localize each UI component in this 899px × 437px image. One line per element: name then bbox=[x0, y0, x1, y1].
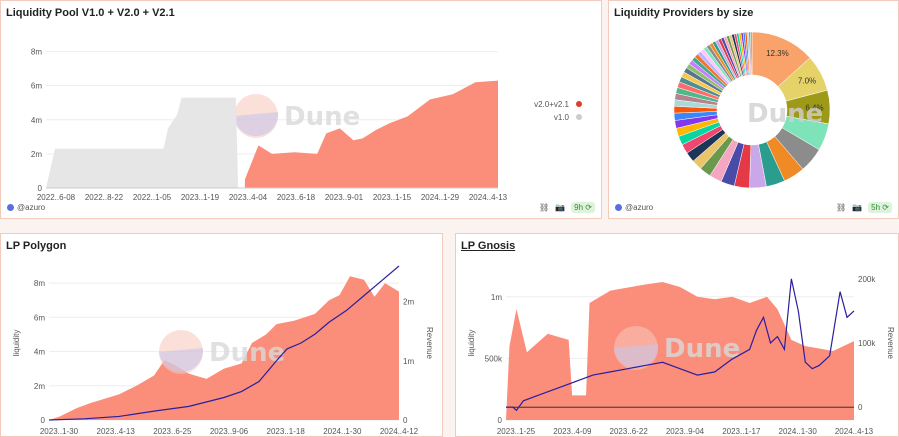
y-tick-label: 4m bbox=[34, 348, 45, 357]
legend-label-v1: v1.0 bbox=[554, 113, 570, 122]
series-v2-area bbox=[244, 80, 498, 188]
x-tick-label: 2022..1-05 bbox=[133, 193, 172, 202]
footer-author[interactable]: @azuro bbox=[615, 203, 653, 212]
panel-liquidity-providers: Liquidity Providers by size 12.3% 7.0% 6.4… bbox=[608, 0, 899, 219]
y2-tick-label: 200k bbox=[858, 275, 876, 284]
chart-lp-polygon: 0 2m 4m 6m 8m 0 1m 2m Dune 2023..1-30 2023..4-13 20… bbox=[12, 265, 434, 436]
y-tick-label: 0 bbox=[38, 184, 43, 193]
y-tick-label: 8m bbox=[34, 279, 45, 288]
chart-title: Liquidity Pool V1.0 + V2.0 + V2.1 bbox=[6, 7, 175, 19]
panel-lp-polygon: LP Polygon 0 2m 4m 6m 8m 0 1m 2m Dune 2023..1-30 2… bbox=[0, 233, 443, 437]
link-icon[interactable]: ⛓ bbox=[836, 203, 847, 212]
watermark-logo-half bbox=[159, 348, 204, 373]
liquidity-area bbox=[506, 282, 854, 420]
x-tick-label: 2023..1-15 bbox=[373, 193, 412, 202]
y2-tick-label: 0 bbox=[403, 416, 408, 425]
x-tick-label: 2023..4-13 bbox=[97, 427, 136, 436]
link-icon[interactable]: ⛓ bbox=[539, 203, 550, 212]
x-tick-label: 2023..6-25 bbox=[153, 427, 192, 436]
liquidity-area bbox=[49, 276, 399, 420]
watermark-text: Dune bbox=[209, 338, 285, 368]
y-tick-label: 1m bbox=[491, 293, 502, 302]
camera-icon[interactable]: 📷 bbox=[852, 203, 863, 212]
x-tick-label: 2023..1-17 bbox=[722, 427, 761, 436]
panel-lp-gnosis: LP Gnosis 0 500k 1m 0 100k 200k Dune 2023..1-25… bbox=[455, 233, 899, 437]
revenue-line bbox=[506, 278, 855, 412]
x-tick-label: 2023..6-18 bbox=[277, 193, 316, 202]
pie-slice bbox=[750, 31, 753, 76]
y2-tick-label: 2m bbox=[403, 298, 414, 307]
y2-tick-label: 1m bbox=[403, 357, 414, 366]
y-axis-label: liquidity bbox=[467, 330, 476, 357]
chart-liquidity-pool: 0 2m 4m 6m 8m Dune 2022..6-08 2022..8-22 2022..1… bbox=[31, 48, 582, 202]
footer-author[interactable]: @azuro bbox=[7, 203, 45, 212]
x-tick-label: 2022..6-08 bbox=[37, 193, 76, 202]
y-tick-label: 6m bbox=[31, 82, 42, 91]
watermark-text: Dune bbox=[664, 334, 740, 364]
revenue-line bbox=[48, 265, 400, 421]
watermark-logo-half bbox=[614, 344, 659, 369]
chart-title: LP Gnosis bbox=[461, 240, 516, 252]
x-tick-label: 2023..1-19 bbox=[181, 193, 220, 202]
series-v1-area bbox=[46, 97, 239, 188]
x-tick-label: 2024..4-12 bbox=[380, 427, 419, 436]
y2-axis-label: Revenue bbox=[425, 327, 434, 360]
x-tick-label: 2023..9-06 bbox=[210, 427, 249, 436]
watermark-text: Dune bbox=[284, 102, 360, 132]
x-tick-label: 2024..1-30 bbox=[323, 427, 362, 436]
x-tick-label: 2023..1-18 bbox=[267, 427, 306, 436]
legend-marker-v2 bbox=[576, 101, 582, 107]
y-tick-label: 6m bbox=[34, 313, 45, 322]
x-tick-label: 2023..6-22 bbox=[610, 427, 649, 436]
chart-lp-gnosis: 0 500k 1m 0 100k 200k Dune 2023..1-25 2023..4-09… bbox=[467, 275, 895, 436]
camera-icon[interactable]: 📷 bbox=[555, 203, 566, 212]
y-tick-label: 0 bbox=[41, 416, 46, 425]
slice-label: 12.3% bbox=[766, 49, 789, 58]
y-tick-label: 0 bbox=[498, 416, 503, 425]
refresh-badge[interactable]: 9h ⟳ bbox=[571, 202, 595, 213]
slice-label: 6.4% bbox=[805, 104, 823, 113]
x-tick-label: 2023..9-04 bbox=[666, 427, 705, 436]
x-tick-label: 2022..8-22 bbox=[85, 193, 124, 202]
chart-title: LP Polygon bbox=[6, 240, 67, 252]
y2-axis-label: Revenue bbox=[886, 327, 895, 360]
y2-tick-label: 0 bbox=[858, 403, 863, 412]
refresh-badge[interactable]: 5h ⟳ bbox=[868, 202, 892, 213]
x-tick-label: 2023..4-04 bbox=[229, 193, 268, 202]
panel-liquidity-pool: Liquidity Pool V1.0 + V2.0 + V2.1 0 2m 4m 6… bbox=[0, 0, 602, 219]
x-tick-label: 2023..1-30 bbox=[40, 427, 79, 436]
user-avatar bbox=[7, 204, 14, 211]
y2-tick-label: 100k bbox=[858, 339, 876, 348]
watermark-text: Dune bbox=[747, 99, 823, 129]
y-tick-label: 8m bbox=[31, 48, 42, 57]
y-tick-label: 2m bbox=[31, 150, 42, 159]
x-tick-label: 2023..9-01 bbox=[325, 193, 364, 202]
toolbar: ⛓ 📷 9h ⟳ bbox=[539, 202, 595, 213]
toolbar: ⛓ 📷 5h ⟳ bbox=[836, 202, 892, 213]
user-avatar bbox=[615, 204, 622, 211]
chart-title: Liquidity Providers by size bbox=[614, 7, 754, 19]
x-tick-label: 2023..4-09 bbox=[553, 427, 592, 436]
legend-label-v2: v2.0+v2.1 bbox=[534, 100, 569, 109]
x-tick-label: 2024..4-13 bbox=[469, 193, 508, 202]
x-tick-label: 2024..4-13 bbox=[835, 427, 874, 436]
x-tick-label: 2024..1-29 bbox=[421, 193, 460, 202]
y-tick-label: 500k bbox=[485, 354, 503, 363]
y-tick-label: 4m bbox=[31, 116, 42, 125]
y-axis-label: liquidity bbox=[12, 330, 21, 357]
y-tick-label: 2m bbox=[34, 382, 45, 391]
x-tick-label: 2024..1-30 bbox=[779, 427, 818, 436]
watermark-logo-half bbox=[234, 112, 279, 137]
legend-marker-v1 bbox=[576, 114, 582, 120]
x-tick-label: 2023..1-25 bbox=[497, 427, 536, 436]
chart-liquidity-providers: 12.3% 7.0% 6.4%Dune bbox=[673, 31, 831, 189]
slice-label: 7.0% bbox=[798, 76, 816, 85]
